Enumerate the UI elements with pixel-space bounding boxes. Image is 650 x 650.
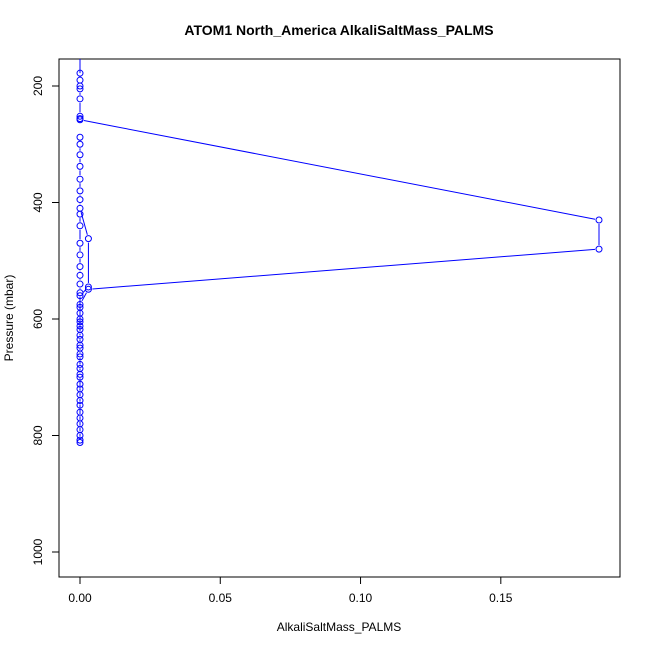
- data-point: [76, 271, 84, 279]
- data-point: [76, 187, 84, 195]
- x-tick-label: 0.10: [349, 591, 373, 605]
- data-point: [76, 280, 84, 288]
- data-point: [76, 341, 84, 349]
- x-tick-label: 0.15: [489, 591, 513, 605]
- data-point: [76, 112, 84, 120]
- data-point: [76, 239, 84, 247]
- data-point: [76, 116, 84, 124]
- y-tick-label: 600: [31, 309, 45, 329]
- data-point: [76, 251, 84, 259]
- data-point: [76, 391, 84, 399]
- data-point: [595, 216, 603, 224]
- data-point: [76, 438, 84, 446]
- data-point: [76, 133, 84, 141]
- y-tick-label: 400: [31, 192, 45, 212]
- data-point: [76, 360, 84, 368]
- data-point: [84, 285, 92, 293]
- data-point: [76, 151, 84, 159]
- data-point: [76, 82, 84, 90]
- data-point: [595, 245, 603, 253]
- y-tick-label: 1000: [31, 538, 45, 565]
- data-point: [76, 373, 84, 381]
- series-layer: [76, 59, 603, 446]
- data-point: [76, 370, 84, 378]
- data-point: [76, 69, 84, 77]
- y-tick-label: 200: [31, 76, 45, 96]
- data-point: [76, 222, 84, 230]
- y-axis: 200 400 600 800 1000: [31, 76, 60, 565]
- data-point: [76, 401, 84, 409]
- data-point: [76, 380, 84, 388]
- data-point: [76, 140, 84, 148]
- data-point: [84, 283, 92, 291]
- x-axis: 0.00 0.05 0.10 0.15: [68, 576, 513, 605]
- y-axis-label: Pressure (mbar): [2, 275, 16, 362]
- y-tick-label: 800: [31, 425, 45, 445]
- data-point: [76, 303, 84, 311]
- data-point: [76, 414, 84, 422]
- data-point: [76, 162, 84, 170]
- series-line-segment: [83, 120, 596, 220]
- data-point: [76, 175, 84, 183]
- x-tick-label: 0.05: [209, 591, 233, 605]
- data-point: [76, 289, 84, 297]
- chart-title: ATOM1 North_America AlkaliSaltMass_PALMS: [184, 22, 493, 38]
- data-point: [84, 235, 92, 243]
- data-point: [76, 436, 84, 444]
- data-point: [76, 318, 84, 326]
- series-line-segment: [92, 248, 596, 290]
- series-line-segment: [81, 292, 87, 302]
- data-point: [76, 331, 84, 339]
- x-axis-label: AlkaliSaltMass_PALMS: [277, 620, 402, 634]
- data-point: [76, 426, 84, 434]
- data-point: [76, 350, 84, 358]
- data-point: [76, 196, 84, 204]
- data-point: [76, 263, 84, 271]
- data-point: [76, 85, 84, 93]
- data-point: [76, 210, 84, 218]
- data-point: [76, 95, 84, 103]
- x-tick-label: 0.00: [68, 591, 92, 605]
